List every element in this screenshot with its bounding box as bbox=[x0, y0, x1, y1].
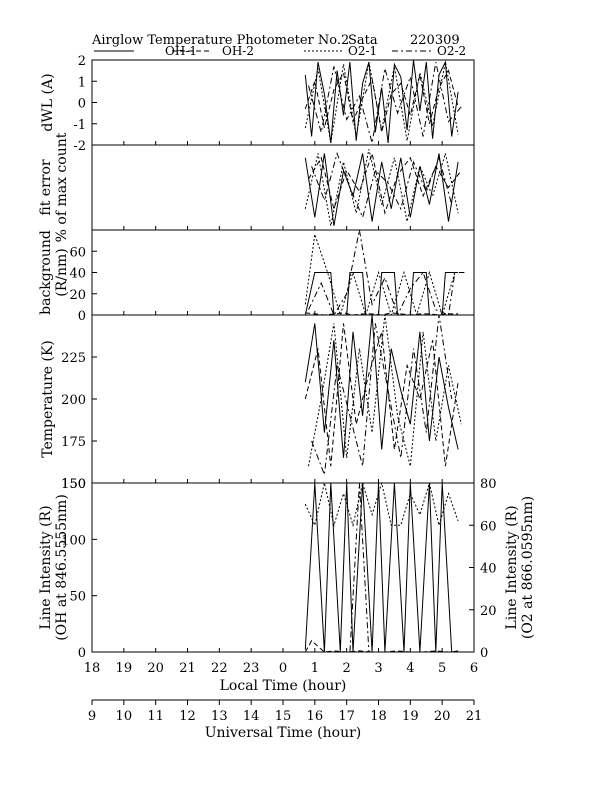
local-time-axis-title: Local Time (hour) bbox=[220, 678, 347, 694]
y-tick-label: 175 bbox=[61, 435, 86, 450]
y-tick-label: 60 bbox=[69, 245, 86, 260]
panel-background: 0 20 40 60 background (R/nm) bbox=[38, 229, 475, 324]
series-dwl-o2-2 bbox=[308, 61, 462, 144]
figure-title: Airglow Temperature Photometer No.2 bbox=[91, 33, 349, 48]
local-time-tick-label: 18 bbox=[84, 661, 101, 676]
y-tick-label: 20 bbox=[69, 288, 86, 303]
universal-time-tick-label: 19 bbox=[402, 709, 419, 724]
panel-dwl: -2 -1 0 1 2 dWL (A) bbox=[40, 54, 475, 154]
y-tick-label: -2 bbox=[73, 139, 86, 154]
date-label: 220309 bbox=[410, 33, 460, 48]
universal-time-tick-label: 14 bbox=[243, 709, 260, 724]
universal-time-tick-label: 21 bbox=[466, 709, 483, 724]
y-axis-subtitle: % of max count bbox=[54, 132, 70, 242]
y-axis-subtitle: (R/nm) bbox=[54, 248, 70, 296]
panel-frame bbox=[91, 144, 475, 231]
legend-label-oh-2: OH-2 bbox=[222, 44, 254, 58]
y-right-tick-label: 20 bbox=[480, 604, 497, 619]
series-background-o2-1 bbox=[304, 234, 456, 315]
header: Airglow Temperature Photometer No.2 Sata… bbox=[91, 33, 460, 48]
series-temperature-o2-2 bbox=[311, 315, 453, 475]
y-axis-title: Line Intensity (R) bbox=[38, 505, 54, 629]
series-background-oh-2 bbox=[305, 312, 459, 315]
local-time-tick-label: 22 bbox=[211, 661, 228, 676]
y-right-tick-label: 60 bbox=[480, 519, 497, 534]
universal-time-tick-label: 13 bbox=[211, 709, 228, 724]
y-axis-title: Temperature (K) bbox=[40, 340, 56, 458]
y-tick-label: 2 bbox=[78, 54, 86, 69]
y-right-tick-label: 0 bbox=[480, 646, 488, 661]
y-right-tick-label: 80 bbox=[480, 477, 497, 492]
local-time-tick-label: 0 bbox=[279, 661, 287, 676]
series-background-oh-1 bbox=[304, 272, 459, 315]
y-tick-label: 0 bbox=[78, 309, 86, 324]
local-time-tick-label: 23 bbox=[243, 661, 260, 676]
local-time-tick-label: 3 bbox=[374, 661, 382, 676]
series-temperature-o2-1 bbox=[308, 315, 462, 467]
y-tick-label: 225 bbox=[61, 351, 86, 366]
y-tick-label: 150 bbox=[61, 477, 86, 492]
y-axis-title: fit error bbox=[38, 159, 54, 216]
universal-time-tick-label: 18 bbox=[370, 709, 387, 724]
local-time-tick-label: 2 bbox=[343, 661, 351, 676]
local-time-tick-label: 19 bbox=[116, 661, 133, 676]
local-time-tick-label: 1 bbox=[311, 661, 319, 676]
series-temperature-oh-2 bbox=[304, 323, 459, 467]
series-fit_error-oh-1 bbox=[304, 153, 459, 226]
y-tick-label: 40 bbox=[69, 267, 86, 282]
panel-frame bbox=[91, 59, 475, 146]
y-tick-label: 200 bbox=[61, 393, 86, 408]
panel-frame bbox=[91, 482, 475, 653]
y-axis-title: dWL (A) bbox=[40, 73, 56, 131]
universal-time-tick-label: 16 bbox=[307, 709, 324, 724]
universal-time-axis: 9 10 11 12 13 14 15 16 17 18 19 20 21 Universal Time … bbox=[88, 699, 483, 741]
y-tick-label: 0 bbox=[78, 97, 86, 112]
series-fit_error-oh-2 bbox=[308, 151, 462, 215]
local-time-tick-label: 21 bbox=[179, 661, 196, 676]
series-intensity-o2-2 bbox=[308, 483, 462, 652]
legend-label-o2-1: O2-1 bbox=[348, 44, 377, 58]
series-dwl-o2-1 bbox=[304, 62, 459, 143]
y-tick-label: 100 bbox=[61, 533, 86, 548]
y-tick-label: 0 bbox=[78, 646, 86, 661]
series-intensity-oh-1 bbox=[304, 483, 459, 652]
y-tick-label: 1 bbox=[78, 75, 86, 90]
right-axis-subtitle: (O2 at 866.0595nm) bbox=[520, 496, 536, 639]
universal-time-tick-label: 17 bbox=[338, 709, 355, 724]
site-name: Sata bbox=[348, 33, 378, 48]
right-axis-title: Line Intensity (R) bbox=[504, 505, 520, 629]
universal-time-tick-label: 12 bbox=[179, 709, 196, 724]
series-temperature-oh-1 bbox=[304, 315, 459, 458]
local-time-tick-label: 20 bbox=[147, 661, 164, 676]
universal-time-tick-label: 20 bbox=[434, 709, 451, 724]
universal-time-tick-label: 9 bbox=[88, 709, 96, 724]
local-time-tick-label: 6 bbox=[470, 661, 478, 676]
y-axis-title: background bbox=[38, 230, 54, 315]
universal-time-tick-label: 15 bbox=[275, 709, 292, 724]
series-fit_error-o2-1 bbox=[304, 149, 459, 226]
y-axis-subtitle: (OH at 846.5555nm) bbox=[54, 494, 70, 641]
y-right-tick-label: 40 bbox=[480, 562, 497, 577]
series-intensity-o2-1 bbox=[304, 483, 459, 528]
panel-temperature: 150 175 200 225 Temperature (K) bbox=[40, 314, 475, 492]
universal-time-tick-label: 11 bbox=[147, 709, 164, 724]
series-intensity-oh-2 bbox=[304, 639, 462, 652]
series-fit_error-o2-2 bbox=[311, 151, 453, 219]
panel-fit_error: fit error% of max count bbox=[38, 132, 475, 242]
universal-time-tick-label: 10 bbox=[116, 709, 133, 724]
local-time-tick-label: 4 bbox=[406, 661, 414, 676]
legend-label-o2-2: O2-2 bbox=[437, 44, 466, 58]
y-tick-label: -1 bbox=[73, 118, 86, 133]
local-time-tick-label: 5 bbox=[438, 661, 446, 676]
y-tick-label: 150 bbox=[61, 477, 86, 492]
legend: OH-1 OH-2 O2-1 O2-2 bbox=[94, 44, 466, 58]
y-tick-label: 50 bbox=[69, 590, 86, 605]
panel-frame bbox=[91, 314, 475, 484]
universal-time-axis-title: Universal Time (hour) bbox=[205, 725, 362, 741]
